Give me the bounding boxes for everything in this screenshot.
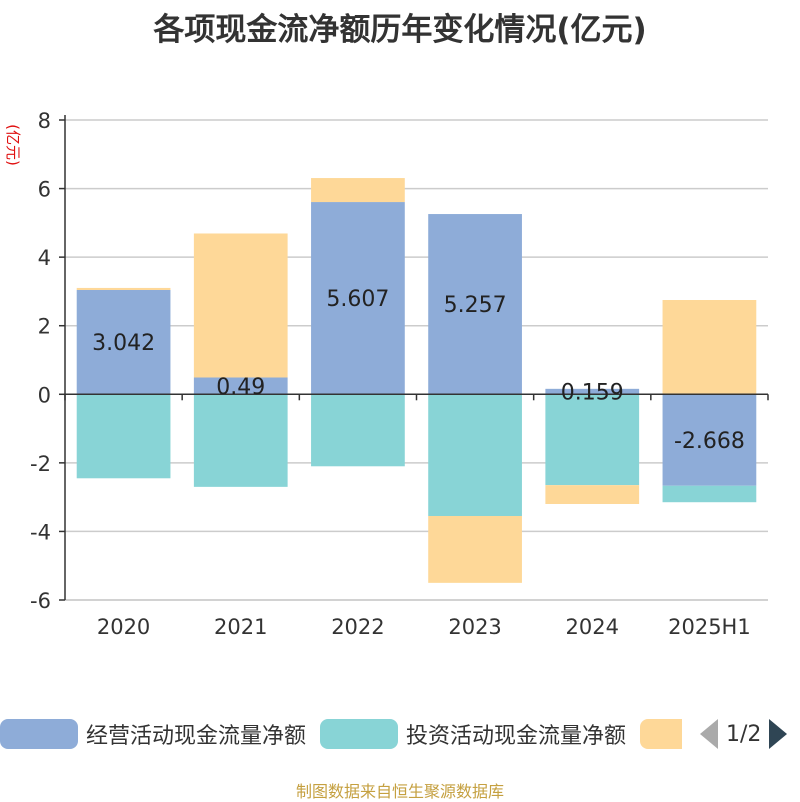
legend-item-investing[interactable]: 投资活动现金流量净额 xyxy=(320,716,626,752)
bar-financing[interactable] xyxy=(193,233,288,378)
bar-investing[interactable] xyxy=(311,394,405,467)
legend-prev-page-icon[interactable] xyxy=(700,719,718,749)
bar-value-label: 0.159 xyxy=(561,381,624,406)
bar-investing[interactable] xyxy=(545,394,640,486)
y-tick-label: 2 xyxy=(38,315,51,339)
legend-label-investing: 投资活动现金流量净额 xyxy=(406,724,627,749)
bar-financing[interactable] xyxy=(545,485,640,504)
x-tick-label: 2023 xyxy=(448,615,501,639)
y-tick-label: 6 xyxy=(38,178,51,202)
legend-item-financing[interactable] xyxy=(640,716,682,752)
legend-page-indicator: 1/2 xyxy=(726,721,762,747)
bar-layer xyxy=(76,178,757,583)
x-tick-label: 2024 xyxy=(566,615,619,639)
legend-next-page-icon[interactable] xyxy=(769,719,788,749)
bar-operating[interactable] xyxy=(428,214,522,395)
bar-financing[interactable] xyxy=(76,287,171,290)
bar-financing[interactable] xyxy=(428,516,522,583)
y-tick-label: -4 xyxy=(30,520,51,544)
bar-investing[interactable] xyxy=(193,394,288,487)
y-axis-label: (亿元) xyxy=(4,124,22,166)
bar-value-label: 0.49 xyxy=(216,375,265,400)
bar-value-label: 5.257 xyxy=(444,293,507,318)
bar-financing[interactable] xyxy=(662,300,757,395)
bar-operating[interactable] xyxy=(311,202,405,395)
bar-financing[interactable] xyxy=(311,178,405,203)
axis-layer: 8 6 4 2 0 -2 -4 -6 2020 2021 2022 2023 2024 2025H1 xyxy=(30,109,769,639)
bar-investing[interactable] xyxy=(428,394,522,516)
legend-swatch-operating xyxy=(0,719,78,749)
legend-pager: 1/2 xyxy=(700,716,788,752)
bar-operating[interactable] xyxy=(76,289,171,395)
y-tick-label: -6 xyxy=(30,589,51,613)
source-note: 制图数据来自恒生聚源数据库 xyxy=(295,782,504,801)
y-tick-label: -2 xyxy=(30,452,51,476)
y-tick-label: 4 xyxy=(38,246,51,270)
label-layer: 3.042 0.49 5.607 5.257 0.159 -2.668 xyxy=(92,287,745,454)
x-tick-label: 2025H1 xyxy=(668,615,751,639)
y-tick-label: 8 xyxy=(38,109,51,133)
legend-item-operating[interactable]: 经营活动现金流量净额 xyxy=(0,716,306,752)
bar-investing[interactable] xyxy=(662,485,757,503)
legend: 经营活动现金流量净额 投资活动现金流量净额 xyxy=(0,716,800,752)
bar-investing[interactable] xyxy=(76,394,171,479)
bar-operating[interactable] xyxy=(545,388,640,395)
x-tick-label: 2022 xyxy=(331,615,384,639)
legend-label-operating: 经营活动现金流量净额 xyxy=(86,724,307,749)
chart-title: 各项现金流净额历年变化情况(亿元) xyxy=(153,12,647,48)
grid-layer xyxy=(65,119,768,601)
bar-value-label: -2.668 xyxy=(674,429,745,454)
bar-operating[interactable] xyxy=(662,394,757,486)
legend-swatch-investing xyxy=(320,719,398,749)
y-tick-label: 0 xyxy=(38,383,51,407)
bar-value-label: 5.607 xyxy=(326,287,389,312)
bar-value-label: 3.042 xyxy=(92,331,155,356)
x-tick-label: 2021 xyxy=(214,615,267,639)
legend-swatch-financing xyxy=(640,719,682,749)
x-tick-label: 2020 xyxy=(97,615,150,639)
bar-operating[interactable] xyxy=(193,377,288,395)
